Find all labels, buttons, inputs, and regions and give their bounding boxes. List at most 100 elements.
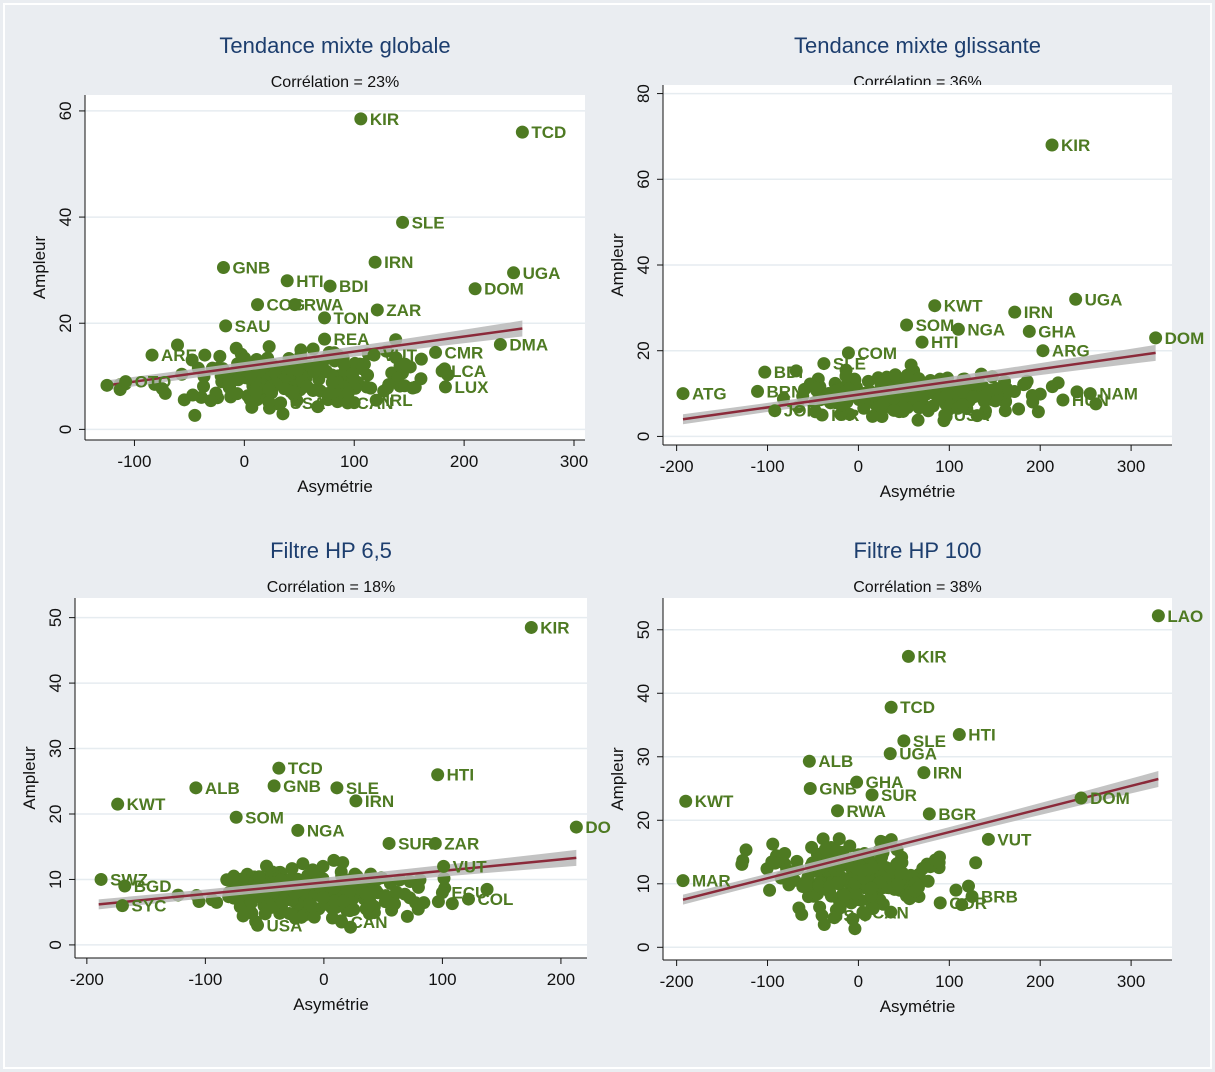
- x-tick-label: -100: [751, 972, 785, 991]
- y-tick-label: 20: [56, 314, 75, 333]
- data-point: [1026, 395, 1040, 409]
- point-label: VUT: [453, 857, 488, 876]
- x-tick-label: -200: [660, 457, 694, 476]
- x-tick-label: -100: [117, 452, 151, 471]
- point-label: DMA: [509, 335, 548, 354]
- point-label: BGD: [134, 877, 172, 896]
- data-point: [369, 393, 383, 407]
- point-label: GHA: [1038, 322, 1076, 341]
- point-label: GHA: [866, 773, 904, 792]
- point-label: LCA: [451, 362, 486, 381]
- data-point: [414, 352, 428, 366]
- data-point: [400, 909, 414, 923]
- x-tick-label: 200: [1026, 457, 1054, 476]
- data-point: [803, 782, 817, 796]
- point-label: HUN: [1072, 391, 1109, 410]
- confidence-band: [682, 344, 1156, 425]
- data-point: [856, 905, 870, 919]
- data-point: [524, 620, 538, 634]
- data-point: [445, 897, 459, 911]
- data-point: [1012, 402, 1026, 416]
- data-point: [435, 886, 449, 900]
- data-point: [933, 896, 947, 910]
- x-tick-label: 200: [547, 970, 575, 989]
- point-label: BDI: [774, 363, 803, 382]
- data-point: [838, 889, 852, 903]
- data-point: [328, 894, 342, 908]
- point-label: KIR: [1061, 136, 1090, 155]
- data-point: [735, 857, 749, 871]
- data-point: [429, 345, 443, 359]
- data-point: [921, 874, 935, 888]
- data-point: [382, 836, 396, 850]
- point-label: USA: [290, 394, 326, 413]
- point-label: ARG: [1052, 342, 1090, 361]
- data-point: [354, 112, 368, 126]
- y-axis-label: Ampleur: [30, 236, 49, 300]
- x-tick-label: 0: [854, 457, 863, 476]
- data-point: [866, 901, 880, 915]
- data-point: [236, 909, 250, 923]
- data-point: [679, 794, 693, 808]
- point-label: HTI: [931, 333, 958, 352]
- data-point: [932, 856, 946, 870]
- panel-title: Filtre HP 100: [854, 538, 982, 563]
- data-point: [956, 385, 970, 399]
- data-point: [1056, 393, 1070, 407]
- point-label: KIR: [540, 618, 569, 637]
- data-point: [380, 381, 394, 395]
- point-label: DOM: [484, 280, 524, 299]
- point-label: GNB: [232, 259, 270, 278]
- point-label: SAU: [235, 317, 271, 336]
- y-tick-label: 50: [46, 608, 65, 627]
- point-label: SUR: [398, 834, 434, 853]
- point-label: MAR: [692, 872, 731, 891]
- panel-subtitle: Corrélation = 23%: [271, 74, 400, 91]
- point-label: COR: [949, 894, 987, 913]
- data-point: [468, 282, 482, 296]
- x-tick-label: 0: [854, 972, 863, 991]
- data-point: [789, 364, 803, 378]
- data-point: [812, 879, 826, 893]
- confidence-band: [98, 849, 577, 910]
- data-point: [916, 861, 930, 875]
- data-point: [1007, 385, 1021, 399]
- x-axis-label: Asymétrie: [297, 477, 373, 496]
- y-tick-label: 40: [46, 674, 65, 693]
- data-point: [274, 396, 288, 410]
- data-point: [100, 378, 114, 392]
- data-point: [294, 910, 308, 924]
- data-point: [815, 408, 829, 422]
- data-point: [227, 869, 241, 883]
- panel-title: Tendance mixte globale: [219, 33, 450, 58]
- point-label: NGA: [307, 821, 345, 840]
- data-point: [795, 907, 809, 921]
- data-point: [411, 880, 425, 894]
- data-point: [189, 781, 203, 795]
- data-point: [222, 375, 236, 389]
- data-point: [94, 872, 108, 886]
- point-label: VUT: [383, 346, 418, 365]
- x-tick-label: 100: [340, 452, 368, 471]
- data-point: [897, 734, 911, 748]
- data-point: [915, 389, 929, 403]
- data-point: [251, 298, 265, 312]
- data-point: [850, 775, 864, 789]
- data-point: [310, 359, 324, 373]
- data-point: [864, 881, 878, 895]
- point-label: IRN: [365, 792, 394, 811]
- data-point: [1036, 344, 1050, 358]
- data-point: [368, 255, 382, 269]
- data-point: [330, 781, 344, 795]
- data-point: [981, 832, 995, 846]
- point-label: LAO: [1167, 607, 1203, 626]
- data-point: [1045, 380, 1059, 394]
- point-label: SUR: [881, 786, 917, 805]
- data-point: [1022, 324, 1036, 338]
- point-label: TCD: [900, 698, 935, 717]
- data-point: [337, 894, 351, 908]
- point-label: DOM: [1165, 329, 1205, 348]
- data-point: [1070, 385, 1084, 399]
- y-tick-label: 20: [634, 341, 653, 360]
